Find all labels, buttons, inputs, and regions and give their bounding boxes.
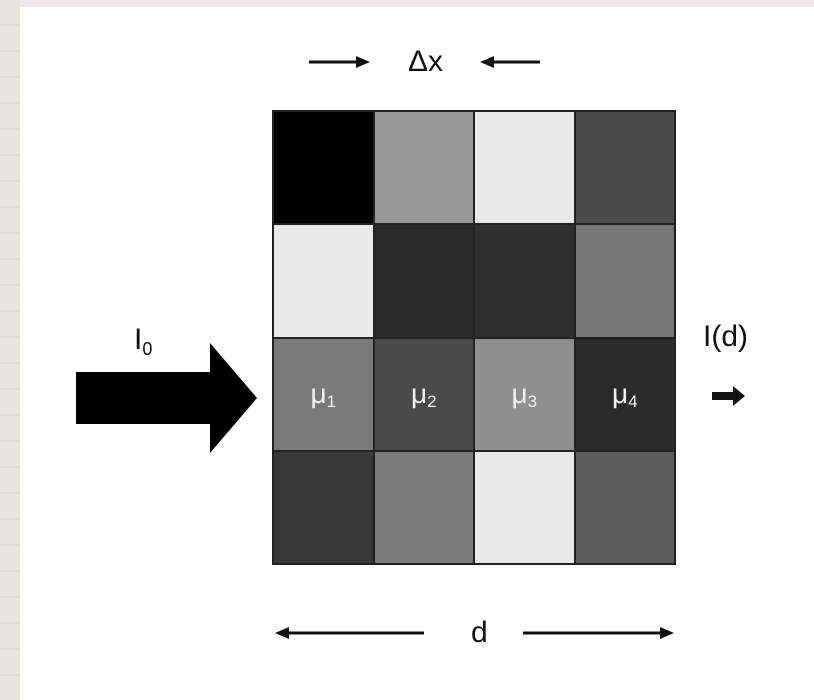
mu-symbol: μ: [410, 378, 428, 410]
input-beam-arrow-icon: [76, 343, 257, 453]
input-intensity-label: I0: [134, 323, 152, 359]
grid-cell-r1-c2: [374, 112, 473, 224]
grid-cell-r4-c3: [475, 451, 574, 563]
grid-cell-r2-c1: [274, 225, 373, 337]
grid-cell-r3-c4: μ4: [575, 338, 674, 450]
grid-cell-r3-c3: μ3: [475, 338, 574, 450]
grid-cell-r3-c1: μ1: [274, 338, 373, 450]
grid-cell-r2-c4: [575, 225, 674, 337]
mu-index: 1: [326, 392, 337, 412]
output-beam-arrow-icon: [712, 386, 745, 406]
grid-cell-r4-c4: [575, 451, 674, 563]
attenuation-coefficient-label: μ4: [611, 378, 638, 412]
grid-cell-r4-c1: [274, 451, 373, 563]
mu-index: 4: [628, 392, 638, 412]
grid-cell-r2-c2: [374, 225, 473, 337]
grid-cell-r1-c4: [575, 112, 674, 224]
delta-x-label: Δx: [408, 47, 443, 77]
attenuation-grid: μ1 μ2 μ3 μ4: [272, 110, 676, 565]
grid-cell-r4-c2: [374, 451, 473, 563]
input-intensity-symbol: I: [134, 323, 143, 356]
delta-x-text: Δx: [408, 45, 444, 78]
grid-cell-r1-c3: [475, 112, 574, 224]
distance-label: d: [471, 618, 488, 648]
distance-left-arrow-icon: [275, 627, 424, 639]
mu-index: 3: [527, 392, 538, 412]
mu-symbol: μ: [511, 378, 528, 410]
mu-index: 2: [427, 392, 437, 412]
mu-symbol: μ: [611, 378, 629, 410]
attenuation-coefficient-label: μ3: [511, 378, 538, 412]
attenuation-coefficient-label: μ2: [410, 378, 437, 412]
output-intensity-label: I(d): [703, 322, 748, 352]
attenuation-coefficient-label: μ1: [310, 378, 337, 412]
delta-x-right-arrow-icon: [480, 56, 540, 68]
distance-right-arrow-icon: [523, 627, 674, 639]
grid-cell-r3-c2: μ2: [374, 338, 473, 450]
output-intensity-text: I(d): [703, 320, 748, 353]
grid-cell-r2-c3: [475, 225, 574, 337]
grid-cell-r1-c1: [274, 112, 373, 224]
mu-symbol: μ: [310, 378, 327, 410]
distance-text: d: [471, 616, 488, 649]
input-intensity-subscript: 0: [142, 339, 153, 359]
left-frame-border: [0, 0, 20, 700]
delta-x-left-arrow-icon: [309, 56, 370, 68]
